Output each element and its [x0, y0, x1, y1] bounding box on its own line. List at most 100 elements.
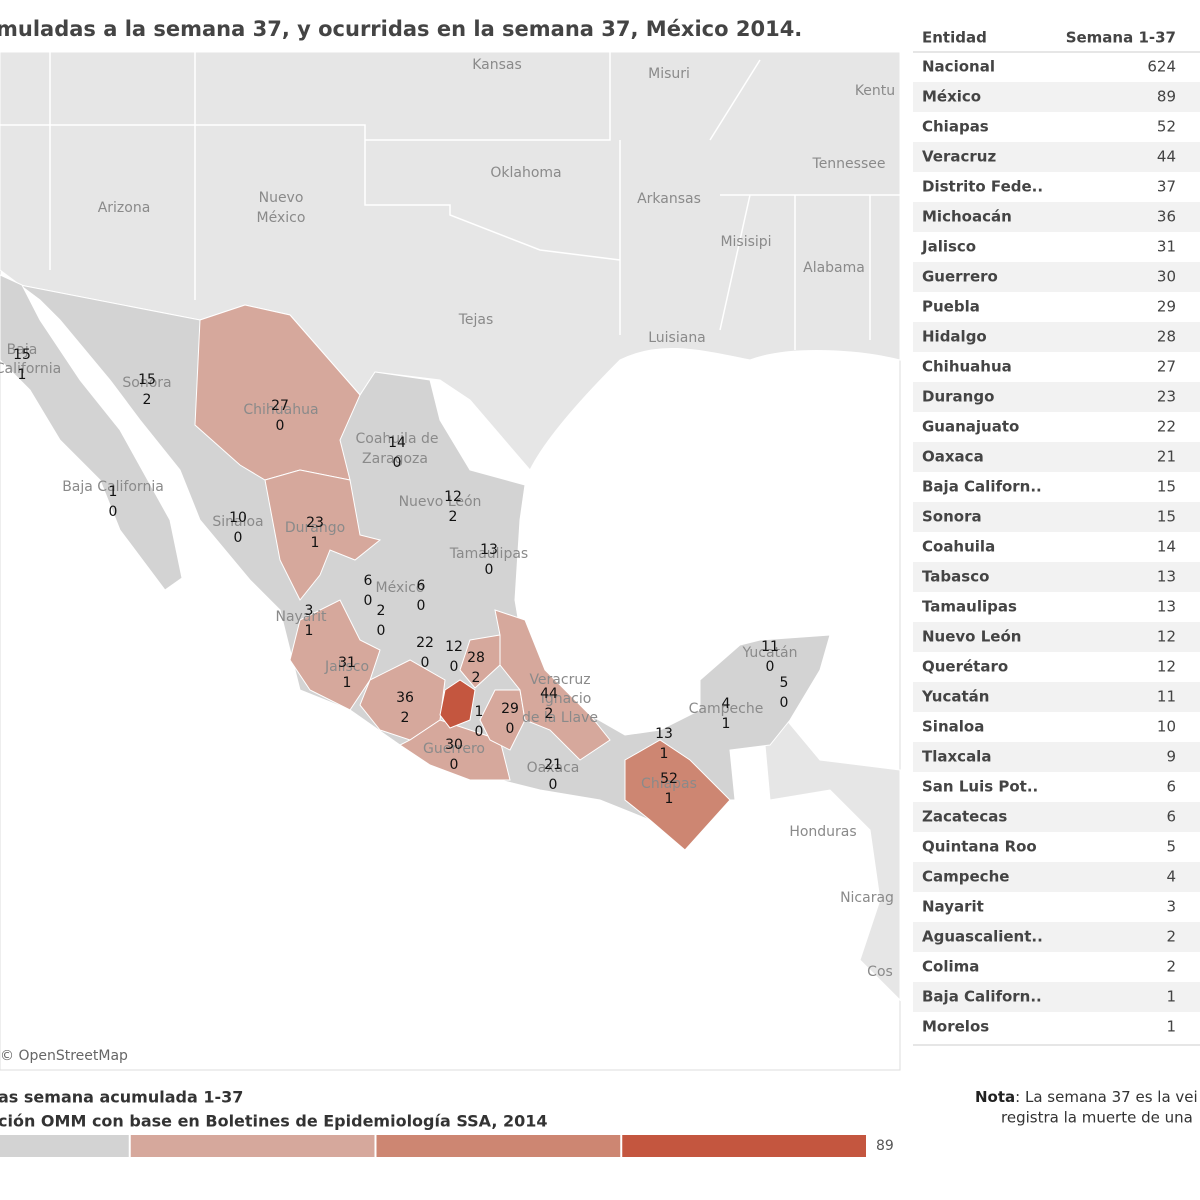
place-label: Oklahoma — [490, 165, 561, 181]
state-week: 0 — [393, 455, 402, 471]
legend-max: 89 — [876, 1138, 894, 1154]
state — [439, 679, 476, 729]
state-cumulative: 12 — [444, 489, 462, 505]
place-label: Kansas — [472, 57, 522, 73]
row-value: 11 — [1157, 688, 1176, 706]
row-name: Zacatecas — [922, 808, 1007, 826]
place-label: Misuri — [648, 66, 690, 82]
state-cumulative: 29 — [501, 701, 519, 717]
legend-source: ción OMM con base en Boletines de Epidem… — [0, 1112, 548, 1131]
place-label: Honduras — [789, 824, 856, 840]
state-cumulative: 22 — [416, 635, 434, 651]
state-week: 1 — [660, 746, 669, 762]
row-name: Puebla — [922, 298, 980, 316]
row-value: 6 — [1166, 808, 1176, 826]
row-name: Colima — [922, 958, 979, 976]
row-value: 15 — [1157, 478, 1176, 496]
state-cumulative: 14 — [388, 435, 406, 451]
state-cumulative: 10 — [229, 510, 247, 526]
state-cumulative: 21 — [544, 757, 562, 773]
state — [494, 609, 611, 761]
state-week: 0 — [276, 418, 285, 434]
place-label: Alabama — [803, 260, 865, 276]
state-cumulative: 30 — [445, 737, 463, 753]
place-label: Ignacio — [541, 691, 592, 707]
place-label: Baja California — [62, 479, 164, 495]
table-header: Semana 1-37 — [1066, 29, 1176, 47]
map: Kansas Misuri Kentu Oklahoma Tennessee Arizon… — [0, 51, 901, 1071]
row-name: Nacional — [922, 58, 995, 76]
place-label: Nayarit — [275, 609, 327, 625]
row-value: 30 — [1157, 268, 1176, 286]
place-label: Yucatán — [741, 645, 797, 661]
row-name: Coahuila — [922, 538, 995, 556]
row-name: Chiapas — [922, 118, 989, 136]
row-name: Oaxaca — [922, 448, 984, 466]
state-cumulative: 13 — [480, 542, 498, 558]
row-value: 3 — [1166, 898, 1176, 916]
row-value: 44 — [1157, 148, 1176, 166]
state-week: 2 — [143, 392, 152, 408]
state-week: 1 — [722, 716, 731, 732]
place-label: Chiapas — [641, 776, 697, 792]
legend-swatch — [376, 1135, 621, 1157]
legend-swatch — [0, 1135, 129, 1157]
state-week: 0 — [475, 724, 484, 740]
row-value: 12 — [1157, 658, 1176, 676]
state-week: 2 — [401, 710, 410, 726]
row-name: Distrito Fede.. — [922, 178, 1043, 196]
state-week: 1 — [305, 623, 314, 639]
row-value: 624 — [1147, 58, 1176, 76]
row-stripe — [913, 262, 1200, 292]
place-label: Oaxaca — [527, 760, 580, 776]
row-value: 5 — [1166, 838, 1176, 856]
usa-land — [0, 51, 901, 471]
place-label: Tennessee — [812, 156, 886, 172]
row-name: Michoacán — [922, 208, 1012, 226]
row-stripe — [913, 202, 1200, 232]
row-stripe — [913, 322, 1200, 352]
row-value: 15 — [1157, 508, 1176, 526]
legend: 89 — [0, 1135, 894, 1157]
state-week: 0 — [549, 777, 558, 793]
row-value: 1 — [1166, 1018, 1176, 1036]
state-cumulative: 23 — [306, 515, 324, 531]
place-label: Misisipi — [720, 234, 771, 250]
state-week: 1 — [18, 367, 27, 383]
row-stripe — [913, 502, 1200, 532]
state-week: 0 — [766, 659, 775, 675]
title: muladas a la semana 37, y ocurridas en l… — [0, 17, 802, 41]
state-week: 0 — [234, 530, 243, 546]
state-week: 0 — [417, 598, 426, 614]
place-label: Jalisco — [324, 659, 369, 675]
row-value: 23 — [1157, 388, 1176, 406]
state-cumulative: 2 — [377, 603, 386, 619]
row-stripe — [913, 922, 1200, 952]
place-label: Coahuila de — [356, 431, 439, 447]
row-name: Durango — [922, 388, 994, 406]
row-value: 14 — [1157, 538, 1176, 556]
place-label: Tamaulipas — [449, 546, 528, 562]
row-stripe — [913, 862, 1200, 892]
row-value: 31 — [1157, 238, 1176, 256]
row-name: Veracruz — [922, 148, 996, 166]
row-name: Quintana Roo — [922, 838, 1037, 856]
row-value: 52 — [1157, 118, 1176, 136]
row-stripe — [913, 382, 1200, 412]
row-name: Chihuahua — [922, 358, 1012, 376]
place-label: Sonora — [122, 375, 171, 391]
state — [624, 739, 731, 851]
state-cumulative: 27 — [271, 398, 289, 414]
state-cumulative: 13 — [655, 726, 673, 742]
row-name: Yucatán — [921, 688, 989, 706]
place-label: Nuevo León — [399, 494, 482, 510]
row-value: 29 — [1157, 298, 1176, 316]
attribution: © OpenStreetMap — [0, 1048, 128, 1064]
row-name: Sonora — [922, 508, 982, 526]
row-value: 28 — [1157, 328, 1176, 346]
state-cumulative: 15 — [13, 347, 31, 363]
row-value: 13 — [1157, 568, 1176, 586]
state — [264, 469, 382, 601]
